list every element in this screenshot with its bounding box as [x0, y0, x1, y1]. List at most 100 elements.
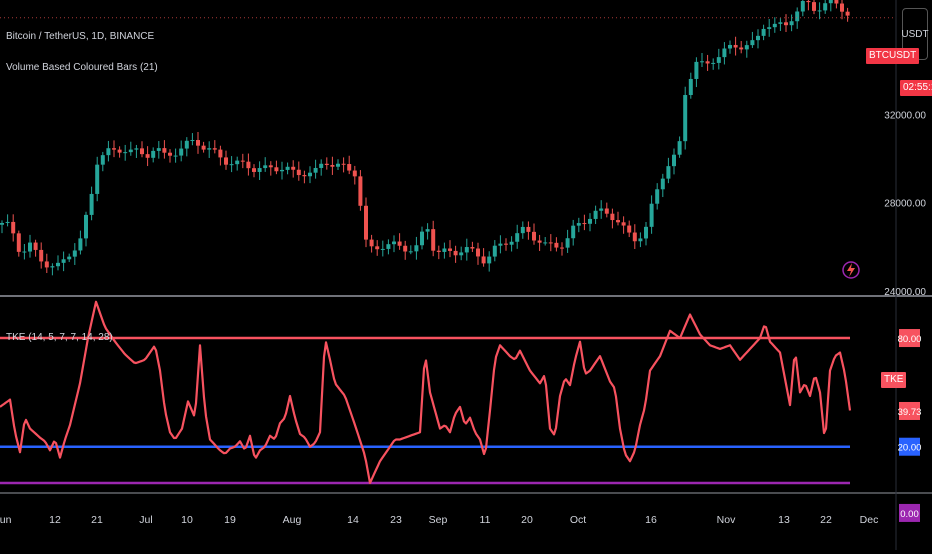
- candle-body: [296, 169, 301, 176]
- candle: [442, 242, 447, 259]
- candle: [700, 53, 704, 67]
- candle-body: [683, 95, 688, 142]
- candle-body: [672, 154, 676, 167]
- candle: [716, 48, 721, 70]
- candle: [666, 157, 671, 184]
- candle: [638, 232, 643, 248]
- candle: [683, 86, 688, 150]
- candle: [733, 36, 738, 56]
- candle: [100, 151, 105, 172]
- tke-axis-tag: 39.73: [898, 401, 921, 420]
- candle: [655, 183, 660, 210]
- candle: [296, 161, 301, 181]
- candle: [67, 253, 72, 263]
- indicator-legend-volume[interactable]: Volume Based Coloured Bars (21): [6, 62, 158, 73]
- candle: [375, 240, 380, 256]
- price-axis-tick-label: 24000.00: [884, 287, 926, 298]
- tke-axis-tag-bg: [899, 503, 920, 522]
- candle: [285, 162, 290, 175]
- candle: [840, 0, 844, 20]
- candle-body: [425, 229, 430, 232]
- candle: [739, 41, 744, 54]
- candle: [436, 245, 441, 260]
- candle: [386, 239, 391, 255]
- candle-body: [565, 238, 570, 248]
- tke-name-tag: TKE: [881, 372, 907, 388]
- tke-axis-tag-label: 20.00: [898, 443, 922, 454]
- candle-body: [403, 245, 408, 252]
- candle: [649, 195, 654, 234]
- candle: [56, 255, 60, 271]
- candle-body: [397, 241, 402, 246]
- candle: [156, 141, 161, 159]
- candle-body: [117, 149, 122, 153]
- candle-body: [655, 189, 660, 204]
- candle: [672, 148, 676, 175]
- candle: [744, 40, 749, 58]
- candle-body: [268, 165, 273, 168]
- candle-body: [246, 161, 251, 169]
- candle: [252, 164, 256, 178]
- candle-body: [324, 163, 329, 165]
- candle-body: [800, 0, 805, 12]
- candle-body: [207, 148, 212, 150]
- candle-body: [812, 2, 816, 11]
- candle: [677, 136, 682, 158]
- candle-body: [728, 44, 732, 49]
- candle-body: [784, 22, 788, 26]
- candle-body: [240, 160, 245, 162]
- candle-body: [128, 149, 133, 153]
- candle: [571, 219, 576, 246]
- candle-body: [448, 248, 452, 251]
- candle-body: [548, 242, 553, 244]
- candle: [464, 238, 469, 261]
- candle-body: [123, 152, 128, 154]
- candle-body: [459, 252, 464, 256]
- candle: [784, 14, 788, 32]
- candle-body: [481, 256, 486, 264]
- candle-body: [660, 178, 665, 190]
- candle-body: [789, 21, 794, 26]
- candle: [520, 221, 525, 239]
- candle: [476, 242, 480, 265]
- candle: [532, 223, 536, 245]
- candle: [308, 166, 312, 184]
- candle-body: [162, 148, 167, 153]
- candle: [22, 243, 27, 260]
- candle-body: [806, 0, 811, 3]
- lightning-icon-bolt: [847, 263, 855, 277]
- candle-body: [554, 242, 559, 248]
- candle-body: [168, 152, 172, 156]
- candle: [397, 233, 402, 250]
- candle: [0, 220, 4, 234]
- candle-body: [571, 225, 576, 239]
- candle: [380, 240, 385, 257]
- candle-body: [218, 149, 223, 158]
- indicator-legend-tke[interactable]: TKE (14, 5, 7, 7, 14, 28): [6, 332, 113, 343]
- tke-axis-tag: 80.00: [898, 329, 921, 348]
- candle: [162, 140, 167, 159]
- candle: [408, 245, 413, 255]
- candle-body: [414, 245, 419, 252]
- candle: [492, 240, 497, 262]
- candle: [33, 239, 38, 257]
- candle: [487, 251, 492, 272]
- candle: [806, 0, 811, 11]
- candle: [688, 72, 693, 99]
- candle-body: [588, 218, 592, 224]
- candle: [112, 140, 116, 158]
- candle: [778, 18, 783, 31]
- candle: [95, 156, 100, 202]
- candle-body: [364, 205, 368, 240]
- time-axis-tick-label: Jun: [0, 514, 12, 526]
- candle-body: [576, 223, 581, 226]
- candle: [330, 156, 335, 175]
- candle: [554, 237, 559, 252]
- candle: [319, 159, 324, 176]
- symbol-legend[interactable]: Bitcoin / TetherUS, 1D, BINANCE: [6, 31, 155, 42]
- time-axis-tick-label: Jul: [139, 514, 152, 526]
- candle-body: [828, 0, 833, 4]
- candle-body: [0, 222, 4, 225]
